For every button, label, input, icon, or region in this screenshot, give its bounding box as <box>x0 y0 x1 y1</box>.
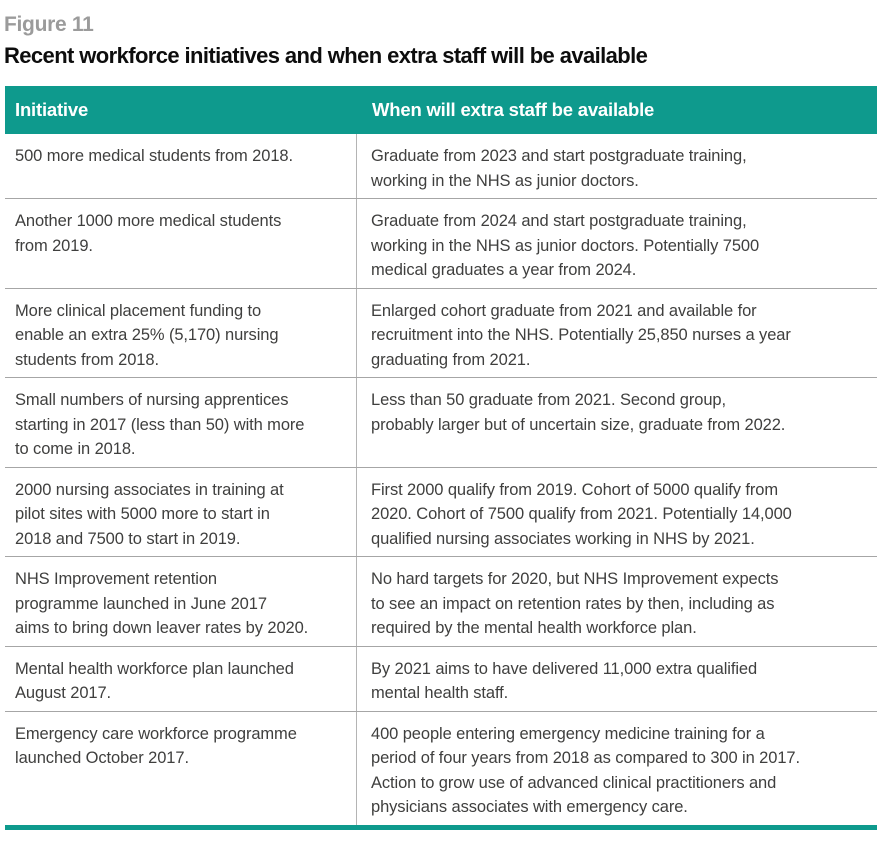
column-header-availability: When will extra staff be available <box>372 99 655 120</box>
figure-label: Figure 11 <box>4 13 94 36</box>
initiative-cell: Another 1000 more medical students from … <box>5 199 357 288</box>
availability-cell: Graduate from 2024 and start postgraduat… <box>371 212 760 279</box>
table-body: 500 more medical students from 2018. Gra… <box>5 134 877 825</box>
table-row: Mental health workforce plan launched Au… <box>5 646 877 712</box>
table-row: Emergency care workforce programme launc… <box>5 711 877 825</box>
workforce-initiatives-table: Initiative When will extra staff be avai… <box>5 86 877 830</box>
availability-cell: Enlarged cohort graduate from 2021 and a… <box>371 301 791 369</box>
table-row: 500 more medical students from 2018. Gra… <box>5 134 877 199</box>
availability-cell: Graduate from 2023 and start postgraduat… <box>371 147 747 190</box>
initiative-cell: More clinical placement funding to enabl… <box>5 288 357 377</box>
table-row: More clinical placement funding to enabl… <box>5 288 877 378</box>
table-row: Small numbers of nursing apprentices sta… <box>5 378 877 468</box>
initiative-cell: NHS Improvement retention programme laun… <box>5 557 357 646</box>
availability-cell: No hard targets for 2020, but NHS Improv… <box>371 570 779 637</box>
table-header-row: Initiative When will extra staff be avai… <box>5 86 877 134</box>
availability-cell: 400 people entering emergency medicine t… <box>371 724 800 817</box>
column-header-initiative: Initiative <box>15 99 89 120</box>
availability-cell: Less than 50 graduate from 2021. Second … <box>371 391 786 434</box>
availability-cell: By 2021 aims to have delivered 11,000 ex… <box>371 659 758 703</box>
availability-cell: First 2000 qualify from 2019. Cohort of … <box>371 480 792 548</box>
figure-title: Recent workforce initiatives and when ex… <box>4 43 648 68</box>
initiative-cell: 500 more medical students from 2018. <box>5 134 357 198</box>
initiative-cell: Emergency care workforce programme launc… <box>5 711 357 825</box>
table-row: NHS Improvement retention programme laun… <box>5 557 877 647</box>
table-bottom-rule <box>5 824 877 830</box>
table-row: 2000 nursing associates in training at p… <box>5 467 877 557</box>
initiative-cell: Small numbers of nursing apprentices sta… <box>5 378 357 467</box>
table-row: Another 1000 more medical students from … <box>5 199 877 289</box>
initiative-cell: Mental health workforce plan launched Au… <box>5 646 357 711</box>
initiative-cell: 2000 nursing associates in training at p… <box>5 467 357 556</box>
